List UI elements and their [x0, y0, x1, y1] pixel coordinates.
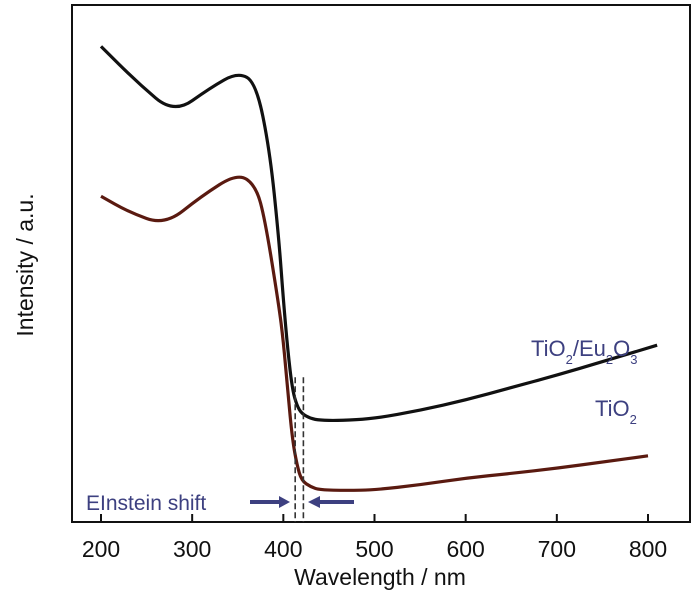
x-tick-label: 300	[173, 536, 211, 562]
x-axis-label: Wavelength / nm	[294, 564, 466, 590]
y-axis-label: Intensity / a.u.	[12, 193, 38, 336]
series-label-tio2: TiO2	[595, 396, 637, 427]
series-line-0	[99, 45, 658, 423]
x-tick-label: 700	[538, 536, 576, 562]
x-tick-label: 800	[629, 536, 667, 562]
einstein-shift-label: EInstein shift	[86, 492, 206, 515]
series-label-tio2-eu2o3: TiO2/Eu2O3	[531, 336, 637, 367]
x-tick-label: 600	[446, 536, 484, 562]
arrow-left-head	[308, 496, 320, 508]
series-line-1	[100, 175, 649, 492]
x-tick-label: 500	[355, 536, 393, 562]
x-tick-label: 400	[264, 536, 302, 562]
x-tick-label: 200	[82, 536, 120, 562]
plot-frame	[71, 4, 691, 523]
arrow-right-head	[279, 496, 290, 508]
